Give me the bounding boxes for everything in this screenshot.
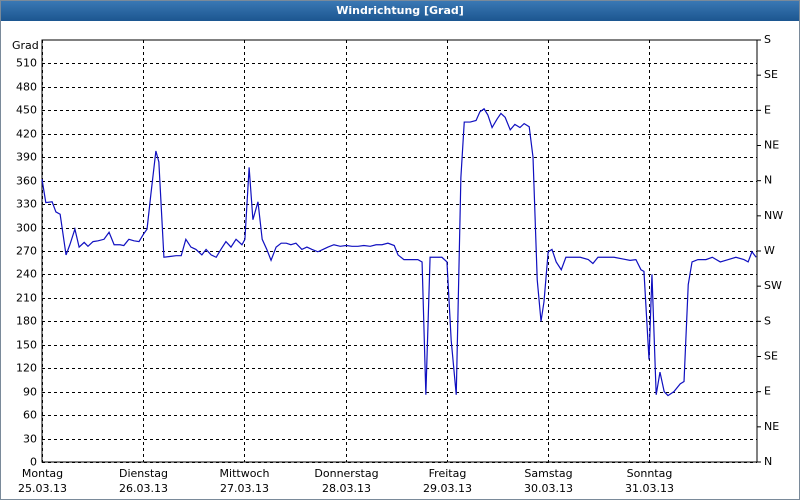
y-tick-label: 420 [16,128,37,141]
y-tick-label: 510 [16,57,37,70]
x-tick-label: Samstag [524,467,572,480]
y-tick-label: 450 [16,104,37,117]
y-tick-label: 30 [23,433,37,446]
chart-title: Windrichtung [Grad] [336,4,464,17]
y2-tick-label: N [764,455,772,468]
y2-tick-label: W [764,244,775,257]
title-bar [1,1,799,21]
x-tick-date: 28.03.13 [322,482,371,495]
x-tick-date: 27.03.13 [220,482,269,495]
y-tick-label: 60 [23,409,37,422]
y2-tick-label: S [764,33,771,46]
x-tick-label: Dienstag [119,467,168,480]
y-tick-label: 210 [16,292,37,305]
x-tick-date: 25.03.13 [18,482,67,495]
x-tick-label: Montag [22,467,63,480]
data-line [41,107,757,397]
y-tick-label: 180 [16,315,37,328]
x-tick-date: 29.03.13 [423,482,472,495]
x-tick-label: Freitag [429,467,467,480]
x-tick-label: Sonntag [627,467,673,480]
x-tick-date: 26.03.13 [119,482,168,495]
x-tick-label: Mittwoch [220,467,270,480]
y-tick-label: 90 [23,386,37,399]
y-tick-label: 120 [16,362,37,375]
y-axis-label: Grad [12,39,39,52]
y2-tick-label: S [764,314,771,327]
y-tick-label: 150 [16,339,37,352]
y2-tick-label: SE [764,350,778,363]
y-tick-label: 360 [16,175,37,188]
y2-tick-label: SW [764,279,782,292]
y-tick-label: 270 [16,245,37,258]
y-tick-label: 240 [16,268,37,281]
y-tick-label: 480 [16,81,37,94]
y2-tick-label: SE [764,68,778,81]
x-tick-label: Donnerstag [314,467,378,480]
y2-tick-label: E [764,385,771,398]
x-tick-date: 31.03.13 [625,482,674,495]
y-tick-label: 330 [16,198,37,211]
y-tick-label: 0 [30,456,37,469]
y2-tick-label: NW [764,209,783,222]
y2-tick-label: NE [764,420,779,433]
y2-tick-label: E [764,103,771,116]
y-tick-label: 390 [16,151,37,164]
y2-tick-label: N [764,174,772,187]
x-tick-date: 30.03.13 [524,482,573,495]
y-tick-label: 300 [16,222,37,235]
y2-tick-label: NE [764,139,779,152]
